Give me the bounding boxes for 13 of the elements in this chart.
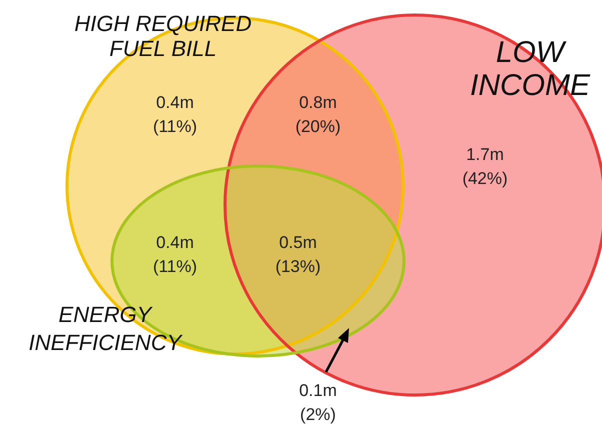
text: (20%) [295, 117, 341, 136]
data-label: 0.5m [279, 233, 317, 252]
text: (13%) [275, 257, 321, 276]
data-label: 0.8m [299, 93, 337, 112]
text: LOW INCOME [470, 36, 591, 102]
data-label: 0.4m [156, 93, 194, 112]
text: (11%) [152, 257, 198, 276]
text: (42%) [462, 169, 508, 188]
data-label: 0.4m [156, 233, 194, 252]
text: (2%) [300, 405, 336, 424]
data-label: 0.1m [299, 381, 337, 400]
data-label: 1.7m [466, 145, 504, 164]
text: (11%) [152, 117, 198, 136]
